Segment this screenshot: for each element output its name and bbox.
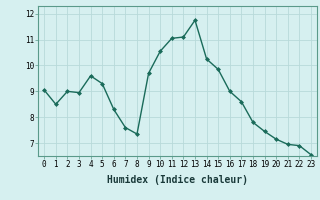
X-axis label: Humidex (Indice chaleur): Humidex (Indice chaleur) — [107, 175, 248, 185]
